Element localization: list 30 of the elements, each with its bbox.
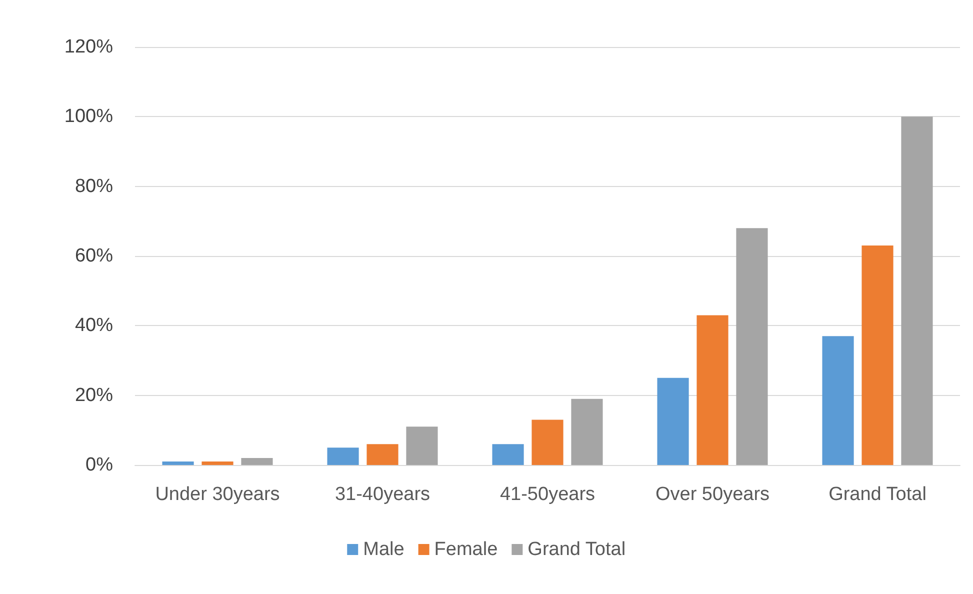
y-tick-label: 60% <box>74 246 114 266</box>
bar <box>696 315 728 465</box>
legend-label: Male <box>363 539 404 560</box>
legend-label: Female <box>434 539 498 560</box>
bar <box>901 116 933 465</box>
bar <box>327 448 359 465</box>
bar <box>241 458 273 465</box>
bar <box>571 398 603 465</box>
bar <box>492 444 524 465</box>
x-tick-label: 31-40years <box>334 484 430 505</box>
bar <box>202 462 234 465</box>
y-tick-label: 80% <box>74 176 114 197</box>
bar <box>822 336 854 465</box>
bar <box>406 426 438 465</box>
legend-label: Grand Total <box>528 539 626 560</box>
y-tick-label: 120% <box>64 36 114 58</box>
y-tick-label: 100% <box>64 106 114 128</box>
bar <box>366 444 398 465</box>
bar <box>532 420 564 465</box>
bar <box>162 462 194 465</box>
y-tick-label: 0% <box>86 454 114 476</box>
x-tick-label: Under 30years <box>155 484 280 505</box>
y-tick-label: 20% <box>74 384 114 406</box>
bar <box>657 378 689 465</box>
x-tick-label: Over 50years <box>655 484 770 505</box>
x-tick-label: 41-50years <box>500 484 596 505</box>
y-tick-label: 40% <box>74 315 114 336</box>
bar <box>736 228 768 465</box>
x-tick-label: Grand Total <box>828 484 926 505</box>
bar <box>862 246 894 465</box>
